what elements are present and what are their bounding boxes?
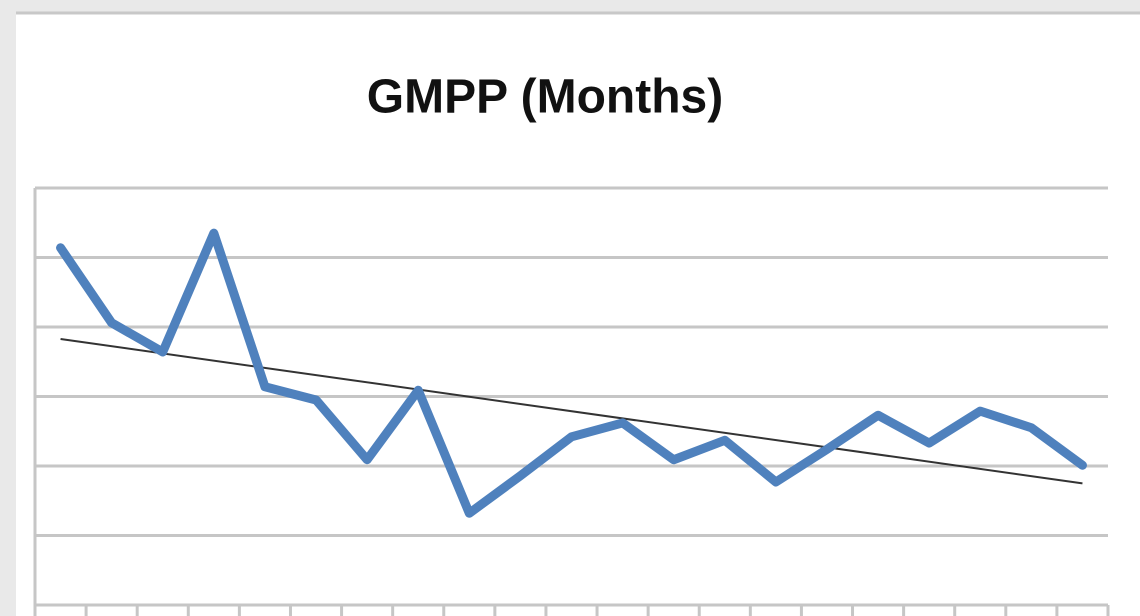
chart-title: GMPP (Months): [367, 71, 723, 124]
trendline: [60, 338, 1083, 485]
chart-area: [16, 14, 1140, 616]
data-line: [56, 228, 1087, 518]
